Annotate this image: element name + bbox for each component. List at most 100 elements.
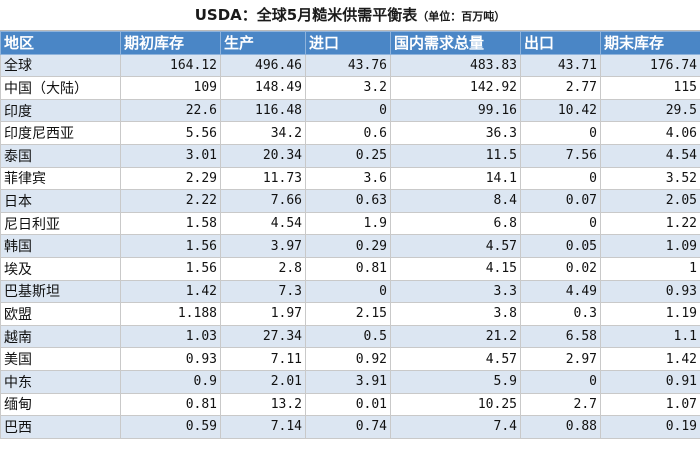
beginning-stocks-cell: 3.01 xyxy=(120,143,221,168)
imports-cell: 0.81 xyxy=(305,256,391,281)
rice-balance-table: 地区 期初库存 生产 进口 国内需求总量 出口 期末库存 全球 164.12 496… xyxy=(0,31,700,439)
beginning-stocks-cell: 0.93 xyxy=(120,347,221,371)
domestic-use-cell: 3.8 xyxy=(390,302,521,326)
exports-cell: 4.49 xyxy=(520,279,601,304)
domestic-use-cell: 142.92 xyxy=(390,76,521,100)
exports-cell: 0 xyxy=(520,211,601,236)
domestic-use-cell: 11.5 xyxy=(390,143,521,168)
ending-stocks-cell: 1 xyxy=(600,256,700,281)
exports-cell: 6.58 xyxy=(520,324,601,349)
table-row: 中东 0.9 2.01 3.91 5.9 0 0.91 xyxy=(0,369,700,394)
domestic-use-cell: 6.8 xyxy=(390,211,521,236)
production-cell: 148.49 xyxy=(220,76,306,100)
production-cell: 1.97 xyxy=(220,302,306,326)
table-row: 韩国 1.56 3.97 0.29 4.57 0.05 1.09 xyxy=(0,234,700,258)
region-cell: 埃及 xyxy=(0,256,121,281)
imports-cell: 1.9 xyxy=(305,211,391,236)
ending-stocks-cell: 3.52 xyxy=(600,166,700,191)
table-row: 印度尼西亚 5.56 34.2 0.6 36.3 0 4.06 xyxy=(0,121,700,145)
table-title-main: USDA：全球5月糙米供需平衡表 xyxy=(194,6,418,24)
region-cell: 全球 xyxy=(0,53,121,78)
table-row: 全球 164.12 496.46 43.76 483.83 43.71 176.74 xyxy=(0,53,700,78)
exports-cell: 0.05 xyxy=(520,234,601,258)
ending-stocks-cell: 4.54 xyxy=(600,143,700,168)
domestic-use-cell: 99.16 xyxy=(390,98,521,123)
production-cell: 4.54 xyxy=(220,211,306,236)
beginning-stocks-cell: 2.29 xyxy=(120,166,221,191)
production-cell: 7.66 xyxy=(220,189,306,213)
beginning-stocks-cell: 1.03 xyxy=(120,324,221,349)
exports-cell: 0 xyxy=(520,166,601,191)
table-row: 印度 22.6 116.48 0 99.16 10.42 29.5 xyxy=(0,98,700,123)
imports-cell: 43.76 xyxy=(305,53,391,78)
column-header-exports: 出口 xyxy=(520,31,601,55)
column-header-beginning-stocks: 期初库存 xyxy=(120,31,221,55)
production-cell: 116.48 xyxy=(220,98,306,123)
exports-cell: 2.7 xyxy=(520,392,601,417)
column-header-imports: 进口 xyxy=(305,31,391,55)
table-row: 巴基斯坦 1.42 7.3 0 3.3 4.49 0.93 xyxy=(0,279,700,304)
imports-cell: 0.29 xyxy=(305,234,391,258)
table-row: 泰国 3.01 20.34 0.25 11.5 7.56 4.54 xyxy=(0,143,700,168)
domestic-use-cell: 14.1 xyxy=(390,166,521,191)
ending-stocks-cell: 2.05 xyxy=(600,189,700,213)
region-cell: 尼日利亚 xyxy=(0,211,121,236)
exports-cell: 7.56 xyxy=(520,143,601,168)
imports-cell: 0.63 xyxy=(305,189,391,213)
imports-cell: 3.2 xyxy=(305,76,391,100)
exports-cell: 2.97 xyxy=(520,347,601,371)
region-cell: 美国 xyxy=(0,347,121,371)
exports-cell: 0 xyxy=(520,121,601,145)
imports-cell: 0.6 xyxy=(305,121,391,145)
ending-stocks-cell: 1.19 xyxy=(600,302,700,326)
exports-cell: 0.88 xyxy=(520,415,601,439)
imports-cell: 3.91 xyxy=(305,369,391,394)
beginning-stocks-cell: 1.42 xyxy=(120,279,221,304)
domestic-use-cell: 483.83 xyxy=(390,53,521,78)
production-cell: 34.2 xyxy=(220,121,306,145)
exports-cell: 0.07 xyxy=(520,189,601,213)
production-cell: 496.46 xyxy=(220,53,306,78)
table-title-unit: （单位：百万吨） xyxy=(417,10,506,23)
domestic-use-cell: 8.4 xyxy=(390,189,521,213)
table-row: 美国 0.93 7.11 0.92 4.57 2.97 1.42 xyxy=(0,347,700,371)
beginning-stocks-cell: 1.58 xyxy=(120,211,221,236)
exports-cell: 43.71 xyxy=(520,53,601,78)
table-row: 欧盟 1.188 1.97 2.15 3.8 0.3 1.19 xyxy=(0,302,700,326)
beginning-stocks-cell: 2.22 xyxy=(120,189,221,213)
region-cell: 巴西 xyxy=(0,415,121,439)
production-cell: 11.73 xyxy=(220,166,306,191)
region-cell: 欧盟 xyxy=(0,302,121,326)
region-cell: 印度尼西亚 xyxy=(0,121,121,145)
ending-stocks-cell: 1.22 xyxy=(600,211,700,236)
production-cell: 7.14 xyxy=(220,415,306,439)
production-cell: 13.2 xyxy=(220,392,306,417)
imports-cell: 0.5 xyxy=(305,324,391,349)
ending-stocks-cell: 0.19 xyxy=(600,415,700,439)
region-cell: 缅甸 xyxy=(0,392,121,417)
region-cell: 泰国 xyxy=(0,143,121,168)
production-cell: 2.01 xyxy=(220,369,306,394)
table-row: 菲律宾 2.29 11.73 3.6 14.1 0 3.52 xyxy=(0,166,700,191)
region-cell: 菲律宾 xyxy=(0,166,121,191)
table-row: 埃及 1.56 2.8 0.81 4.15 0.02 1 xyxy=(0,256,700,281)
column-header-production: 生产 xyxy=(220,31,306,55)
beginning-stocks-cell: 109 xyxy=(120,76,221,100)
table-row: 尼日利亚 1.58 4.54 1.9 6.8 0 1.22 xyxy=(0,211,700,236)
imports-cell: 0.25 xyxy=(305,143,391,168)
imports-cell: 0.01 xyxy=(305,392,391,417)
imports-cell: 0 xyxy=(305,279,391,304)
table-row: 巴西 0.59 7.14 0.74 7.4 0.88 0.19 xyxy=(0,415,700,439)
table-row: 越南 1.03 27.34 0.5 21.2 6.58 1.1 xyxy=(0,324,700,349)
beginning-stocks-cell: 164.12 xyxy=(120,53,221,78)
region-cell: 越南 xyxy=(0,324,121,349)
region-cell: 日本 xyxy=(0,189,121,213)
imports-cell: 0 xyxy=(305,98,391,123)
column-header-region: 地区 xyxy=(0,31,121,55)
ending-stocks-cell: 0.93 xyxy=(600,279,700,304)
domestic-use-cell: 3.3 xyxy=(390,279,521,304)
exports-cell: 0.3 xyxy=(520,302,601,326)
imports-cell: 3.6 xyxy=(305,166,391,191)
domestic-use-cell: 21.2 xyxy=(390,324,521,349)
production-cell: 3.97 xyxy=(220,234,306,258)
